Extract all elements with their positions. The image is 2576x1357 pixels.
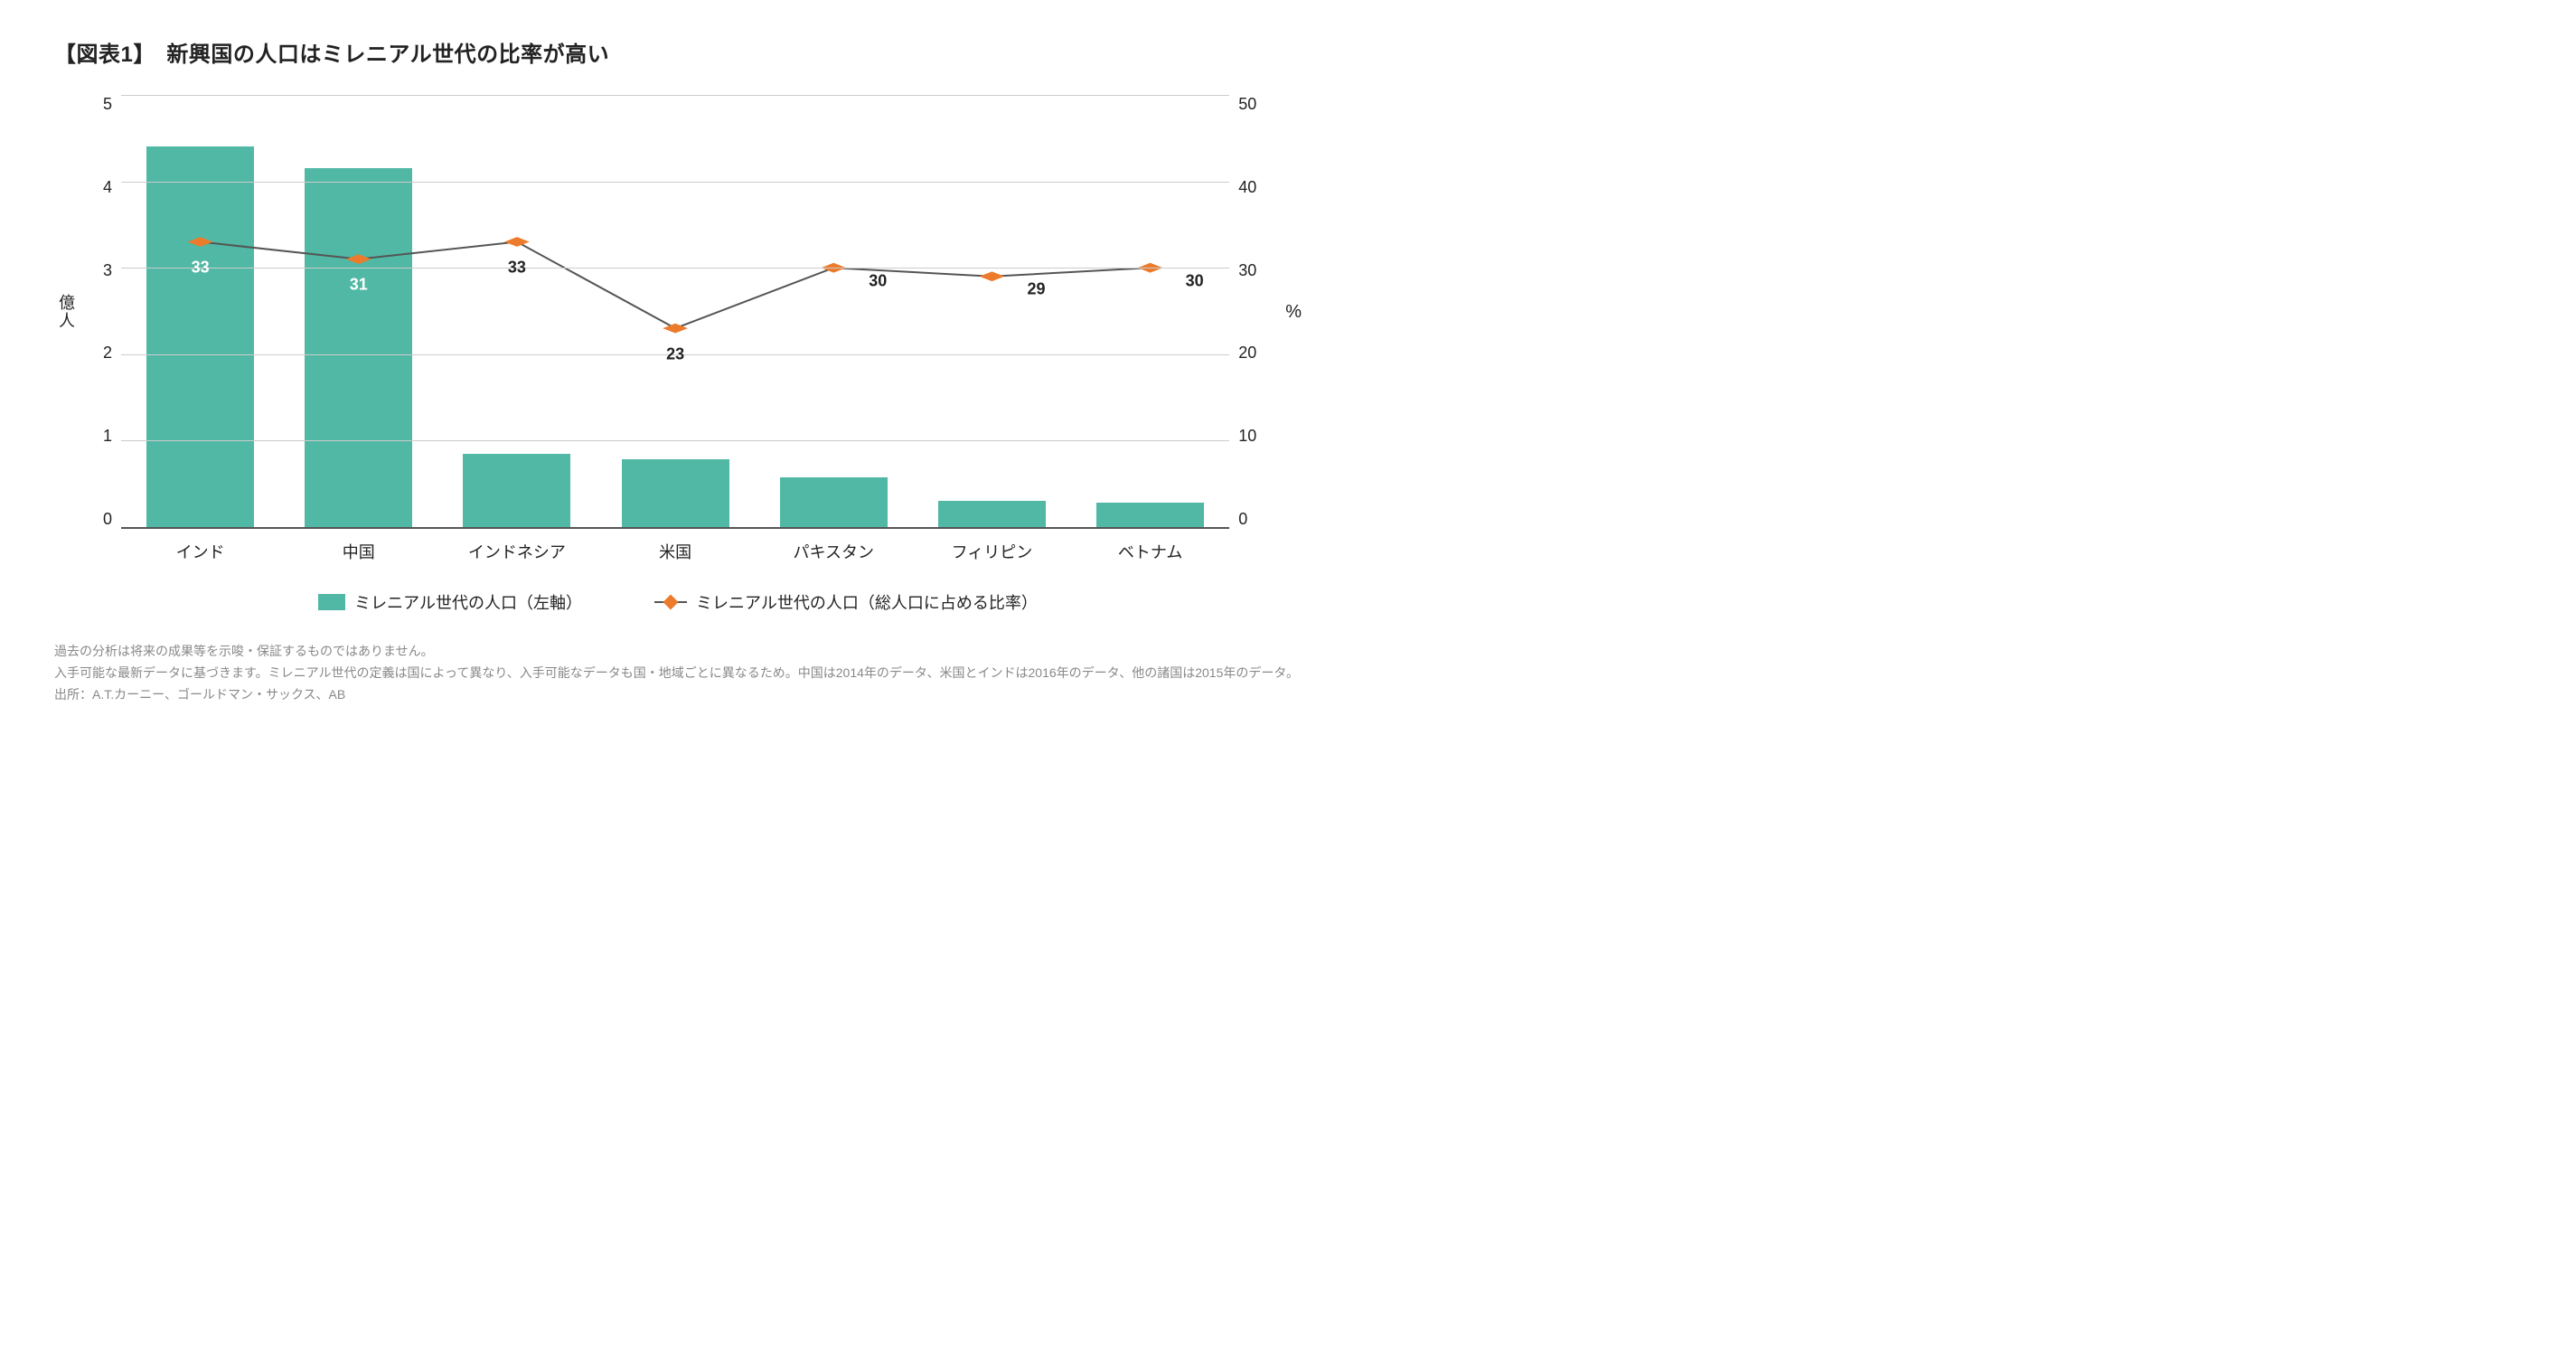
chart-area: 億人 543210 33313323302930 50403020100 % <box>54 95 1302 529</box>
y-right-tick: 10 <box>1238 427 1265 446</box>
diamond-marker-icon <box>188 237 213 247</box>
x-axis-labels: インド中国インドネシア米国パキスタンフィリピンベトナム <box>121 540 1229 563</box>
grid-line <box>121 182 1229 183</box>
grid-line <box>121 95 1229 96</box>
footnote-line: 出所：A.T.カーニー、ゴールドマン・サックス、AB <box>54 684 1302 706</box>
y-left-tick: 3 <box>94 261 112 280</box>
y-left-tick: 2 <box>94 344 112 363</box>
footnotes: 過去の分析は将来の成果等を示唆・保証するものではありません。入手可能な最新データ… <box>54 641 1302 705</box>
x-tick-label: フィリピン <box>913 540 1071 563</box>
bar-swatch-icon <box>318 594 345 610</box>
x-tick-label: 中国 <box>279 540 437 563</box>
line-data-label: 33 <box>192 259 210 278</box>
y-right-tick: 50 <box>1238 95 1265 114</box>
y-left-tick: 5 <box>94 95 112 114</box>
y-right-axis-label: % <box>1285 302 1302 323</box>
y-right-tick: 20 <box>1238 344 1265 363</box>
y-left-tick: 4 <box>94 178 112 197</box>
y-right-tick: 30 <box>1238 261 1265 280</box>
diamond-marker-icon <box>980 271 1005 281</box>
legend-item-bar: ミレニアル世代の人口（左軸） <box>318 590 582 614</box>
line-data-label: 29 <box>1027 280 1045 299</box>
y-left-ticks: 5 4 3 2 1 0 <box>85 95 121 529</box>
chart-title: 【図表1】 新興国の人口はミレニアル世代の比率が高い <box>54 36 1302 68</box>
legend-line-label: ミレニアル世代の人口（総人口に占める比率） <box>696 590 1038 614</box>
x-tick-label: ベトナム <box>1071 540 1229 563</box>
x-tick-label: インド <box>121 540 279 563</box>
footnote-line: 入手可能な最新データに基づきます。ミレニアル世代の定義は国によって異なり、入手可… <box>54 663 1302 684</box>
legend-bar-label: ミレニアル世代の人口（左軸） <box>354 590 582 614</box>
line-data-label: 33 <box>508 259 526 278</box>
grid-line <box>121 268 1229 269</box>
footnote-line: 過去の分析は将来の成果等を示唆・保証するものではありません。 <box>54 641 1302 663</box>
line-path <box>201 242 1151 329</box>
x-tick-label: パキスタン <box>755 540 913 563</box>
line-swatch-icon <box>654 601 687 603</box>
plot-area: 33 31 33 23 30 29 30 <box>121 95 1229 529</box>
y-right-ticks: 50 40 30 20 10 0 <box>1229 95 1274 529</box>
y-right-tick: 0 <box>1238 510 1265 529</box>
x-tick-label: 米国 <box>597 540 755 563</box>
grid-line <box>121 440 1229 441</box>
y-left-tick: 1 <box>94 427 112 446</box>
y-right-tick: 40 <box>1238 178 1265 197</box>
legend: ミレニアル世代の人口（左軸） ミレニアル世代の人口（総人口に占める比率） <box>54 590 1302 614</box>
y-left-axis-label: 億人 <box>54 294 78 330</box>
line-data-label: 30 <box>869 271 887 290</box>
legend-item-line: ミレニアル世代の人口（総人口に占める比率） <box>654 590 1038 614</box>
x-tick-label: インドネシア <box>437 540 596 563</box>
diamond-marker-icon <box>346 254 371 264</box>
diamond-marker-icon <box>504 237 530 247</box>
line-data-label: 31 <box>350 276 368 295</box>
line-data-label: 23 <box>666 344 684 363</box>
y-left-tick: 0 <box>94 510 112 529</box>
line-data-label: 30 <box>1186 271 1204 290</box>
